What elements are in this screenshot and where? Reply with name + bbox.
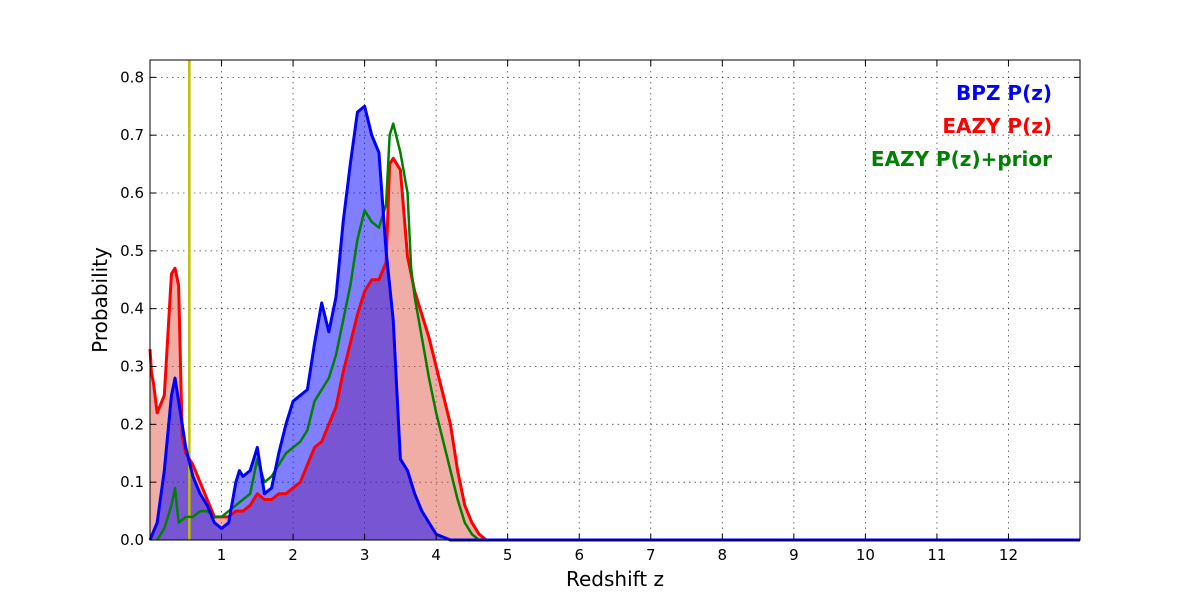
x-axis-title: Redshift z	[566, 567, 664, 591]
x-tick-label: 2	[288, 546, 298, 564]
series-fill-0	[150, 106, 1080, 540]
y-tick-label: 0.3	[120, 358, 144, 376]
x-tick-label: 6	[574, 546, 584, 564]
y-tick-label: 0.4	[120, 300, 144, 318]
legend: BPZ P(z) EAZY P(z) EAZY P(z)+prior	[871, 81, 1052, 171]
y-tick-label: 0.1	[120, 473, 144, 491]
x-tick-label: 5	[503, 546, 513, 564]
legend-entry: BPZ P(z)	[956, 81, 1052, 105]
y-tick-label: 0.6	[120, 184, 144, 202]
x-tick-label: 12	[999, 546, 1018, 564]
x-tick-label: 4	[431, 546, 441, 564]
y-tick-label: 0.2	[120, 415, 144, 433]
legend-entry: EAZY P(z)+prior	[871, 147, 1052, 171]
plot-frame	[149, 59, 1081, 541]
x-tick-label: 7	[646, 546, 656, 564]
legend-entry: EAZY P(z)	[942, 114, 1052, 138]
x-tick-label: 10	[856, 546, 875, 564]
x-tick-label: 3	[360, 546, 370, 564]
series-fills	[150, 106, 1080, 541]
series-line-0	[148, 104, 1080, 542]
axis-ticks: 1 2 3 4 5 6 7 8 9 10 11 120.00.10.20.30.40.50.60.70…	[120, 60, 1080, 564]
y-axis-title: Probability	[88, 247, 112, 353]
y-tick-label: 0.7	[120, 126, 144, 144]
x-tick-label: 9	[789, 546, 799, 564]
y-tick-label: 0.5	[120, 242, 144, 260]
x-tick-label: 1	[217, 546, 227, 564]
y-tick-label: 0.0	[120, 531, 144, 549]
series-lines	[148, 104, 1080, 542]
x-tick-label: 8	[718, 546, 728, 564]
y-tick-label: 0.8	[120, 68, 144, 86]
x-tick-label: 11	[927, 546, 946, 564]
